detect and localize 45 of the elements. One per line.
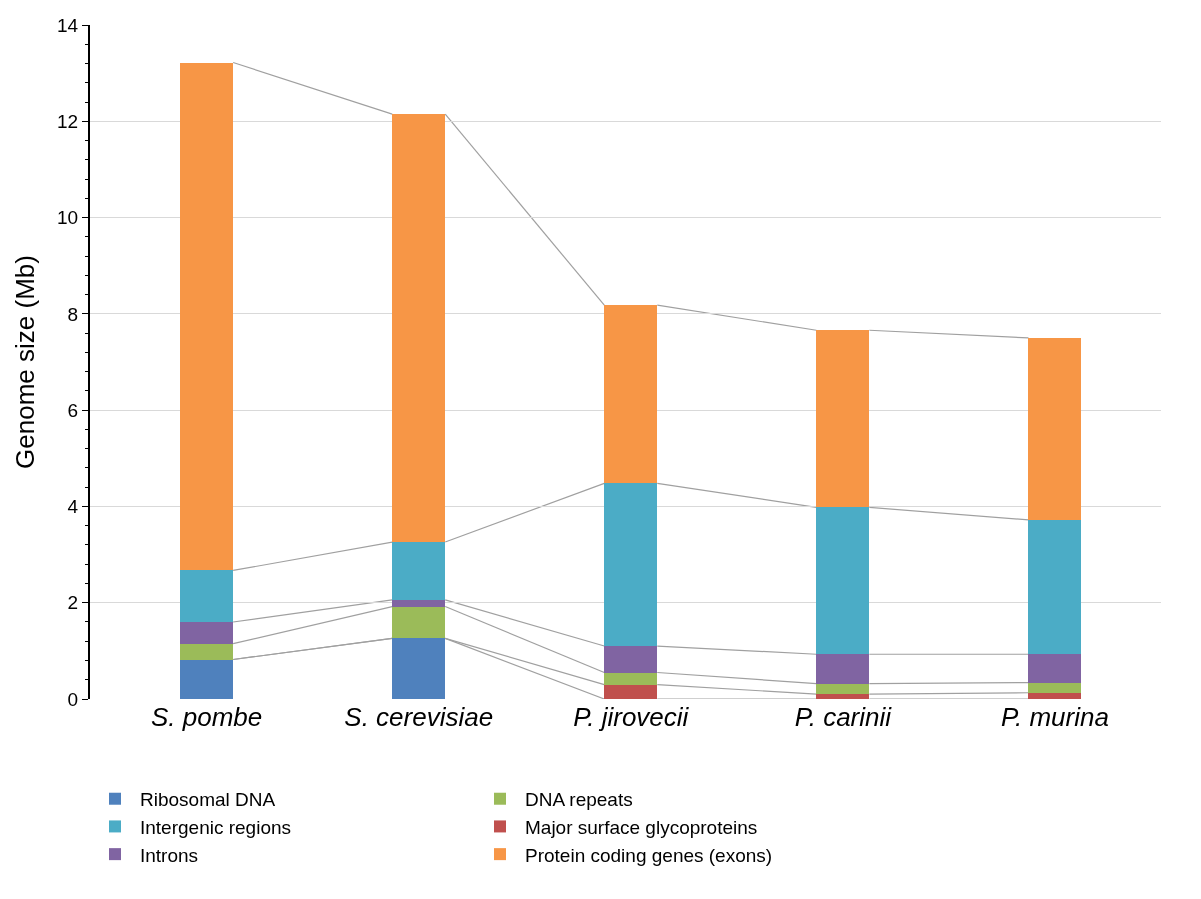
y-tick-label: 8 xyxy=(67,303,79,325)
x-tick-label: S. cerevisiae xyxy=(344,702,494,732)
bar xyxy=(604,672,658,685)
legend-label: DNA repeats xyxy=(525,789,633,811)
y-axis-title: Genome size (Mb) xyxy=(9,255,40,469)
bar xyxy=(392,114,446,543)
x-tick-label: P. carinii xyxy=(794,702,893,732)
y-tick-label: 0 xyxy=(67,688,79,710)
y-tick-label: 2 xyxy=(67,592,79,614)
bar xyxy=(604,483,658,647)
y-tick-label: 14 xyxy=(57,14,79,36)
bar xyxy=(604,646,658,673)
legend-label: Major surface glycoproteins xyxy=(525,816,758,838)
bar xyxy=(1028,692,1082,699)
bar xyxy=(180,643,234,660)
bar xyxy=(816,694,870,699)
y-tick-label: 6 xyxy=(67,399,79,421)
bar xyxy=(180,621,234,644)
bar xyxy=(816,330,870,508)
legend-label: Protein coding genes (exons) xyxy=(525,844,773,866)
bar xyxy=(392,542,446,600)
legend-label: Ribosomal DNA xyxy=(140,789,276,811)
x-tick-label: S. pombe xyxy=(150,702,263,732)
bar xyxy=(180,62,234,571)
bar xyxy=(816,683,870,695)
bar xyxy=(1028,682,1082,693)
bar xyxy=(392,599,446,607)
x-tick-label: P. jirovecii xyxy=(573,702,690,732)
bar xyxy=(392,638,446,699)
x-tick-label: P. murina xyxy=(1001,702,1109,732)
bar xyxy=(604,305,658,484)
bar xyxy=(1028,337,1082,520)
y-tick-label: 12 xyxy=(57,110,79,132)
bar xyxy=(816,654,870,684)
bar xyxy=(1028,519,1082,655)
bar xyxy=(1028,654,1082,683)
bar xyxy=(816,507,870,655)
bar xyxy=(180,659,234,699)
bar xyxy=(604,684,658,699)
bar xyxy=(392,606,446,639)
y-tick-label: 10 xyxy=(57,207,79,229)
bar xyxy=(180,570,234,622)
legend-label: Introns xyxy=(140,844,199,866)
legend-label: Intergenic regions xyxy=(140,816,292,838)
y-tick-label: 4 xyxy=(67,496,79,518)
